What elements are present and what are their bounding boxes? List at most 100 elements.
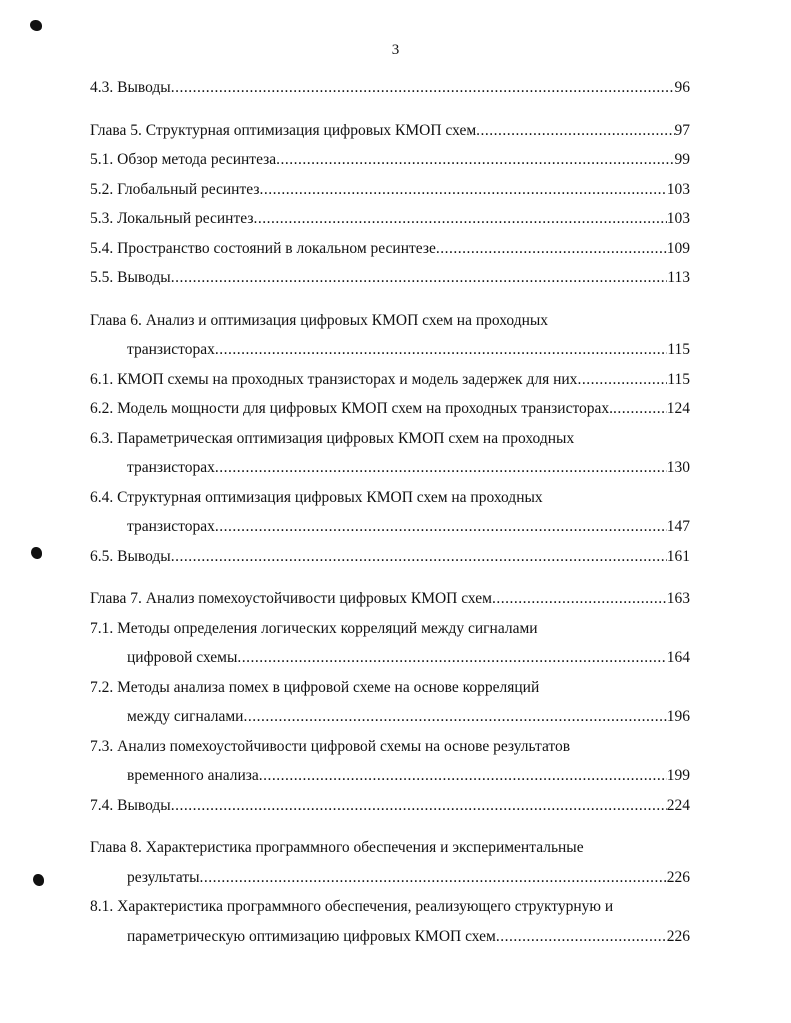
toc-entry-title: 7.1. Методы определения логических корре… [90,619,538,637]
dot-leader [171,73,675,103]
toc-section-entry: 6.5. Выводы 161 [90,542,690,572]
toc-page-number: 226 [666,868,690,886]
toc-line: 7.2. Методы анализа помех в цифровой схе… [90,673,690,703]
dot-leader [215,512,667,542]
dot-leader [171,542,667,572]
toc-entry-title: транзисторах [127,518,215,535]
toc-chapter-entry: Глава 7. Анализ помехоустойчивости цифро… [90,584,690,614]
toc-line: временного анализа 199 [90,761,690,791]
toc-line: 8.1. Характеристика программного обеспеч… [90,892,690,922]
toc-chapter-entry: Глава 8. Характеристика программного обе… [90,833,690,892]
toc-line: 6.5. Выводы 161 [90,542,690,572]
toc-section-entry: 6.2. Модель мощности для цифровых КМОП с… [90,394,690,424]
toc-section-entry: 7.2. Методы анализа помех в цифровой схе… [90,673,690,732]
toc-entry-title: 6.3. Параметрическая оптимизация цифровы… [90,429,575,447]
toc-line: Глава 5. Структурная оптимизация цифровы… [90,116,690,146]
toc-line: 4.3. Выводы 96 [90,73,690,103]
toc-entry-title: Глава 5. Структурная оптимизация цифровы… [90,121,477,139]
dot-leader [200,863,667,893]
toc-entry-title: транзисторах [127,459,215,476]
page-number: 3 [391,42,400,58]
scan-blot [33,874,44,886]
toc-entry-title: 6.1. КМОП схемы на проходных транзистора… [90,370,578,388]
dot-leader [243,702,666,732]
dot-leader [492,584,667,614]
toc-section-entry: 7.1. Методы определения логических корре… [90,614,690,673]
toc-line: 7.3. Анализ помехоустойчивости цифровой … [90,732,690,762]
toc-entry-title: 8.1. Характеристика программного обеспеч… [90,898,614,915]
dot-leader [237,643,666,673]
toc-entry-title: Глава 7. Анализ помехоустойчивости цифро… [90,590,492,607]
toc-page-number: 199 [666,767,690,784]
dot-leader [253,204,666,234]
toc-section-entry: 5.1. Обзор метода ресинтеза 99 [90,145,690,175]
toc-page-number: 226 [666,927,690,945]
dot-leader [171,263,668,293]
toc-page-number: 109 [666,239,690,257]
toc-page-number: 161 [666,547,690,565]
toc-line: транзисторах 115 [90,335,690,365]
toc-entry-title: между сигналами [127,708,244,725]
toc-line: 6.3. Параметрическая оптимизация цифровы… [90,424,690,454]
toc-line: между сигналами 196 [90,702,690,732]
toc-entry-title: 6.2. Модель мощности для цифровых КМОП с… [90,400,614,417]
toc-page-number: 103 [666,210,690,227]
toc-page-number: 113 [667,269,690,286]
toc-entry-title: цифровой схемы [127,649,238,666]
toc-entry-title: временного анализа [127,767,259,784]
toc-section-entry: 6.1. КМОП схемы на проходных транзистора… [90,365,690,395]
toc-entry-title: 7.4. Выводы [90,796,171,814]
dot-leader [436,234,667,264]
scan-blot [31,547,42,559]
toc-line: цифровой схемы 164 [90,643,690,673]
toc-entry-title: 5.3. Локальный ресинтез [90,210,254,227]
toc-section-entry: 6.4. Структурная оптимизация цифровых КМ… [90,483,690,542]
dot-leader [496,922,667,952]
toc-section-entry: 5.5. Выводы 113 [90,263,690,293]
toc-entry-title: 5.4. Пространство состояний в локальном … [90,239,436,257]
toc-page-number: 124 [666,400,690,417]
toc-entry-title: Глава 8. Характеристика программного обе… [90,839,584,856]
toc-section-entry: 6.3. Параметрическая оптимизация цифровы… [90,424,690,483]
toc-chapter-entry: Глава 5. Структурная оптимизация цифровы… [90,116,690,146]
toc-line: параметрическую оптимизацию цифровых КМО… [90,922,690,952]
toc-line: 7.1. Методы определения логических корре… [90,614,690,644]
toc-section-entry: 5.4. Пространство состояний в локальном … [90,234,690,264]
toc-page-number: 163 [666,590,690,607]
toc-entry-title: 5.1. Обзор метода ресинтеза [90,151,277,168]
toc-page-number: 224 [666,796,690,814]
toc-line: Глава 6. Анализ и оптимизация цифровых К… [90,306,690,336]
toc-entry-title: Глава 6. Анализ и оптимизация цифровых К… [90,311,549,329]
toc-page-number: 97 [674,121,691,139]
toc-entry-title: 5.2. Глобальный ресинтез [90,180,260,198]
toc-entry-title: 6.5. Выводы [90,547,171,565]
toc-line: транзисторах 147 [90,512,690,542]
toc-line: Глава 8. Характеристика программного обе… [90,833,690,863]
toc-section-entry: 7.4. Выводы 224 [90,791,690,821]
toc-line: 5.3. Локальный ресинтез 103 [90,204,690,234]
toc-page-number: 147 [666,518,690,535]
dot-leader [215,335,667,365]
dot-leader [613,394,667,424]
toc-entry-title: 7.3. Анализ помехоустойчивости цифровой … [90,737,571,755]
toc-line: 5.5. Выводы 113 [90,263,690,293]
toc-line: результаты 226 [90,863,690,893]
dot-leader [476,116,674,146]
dot-leader [171,791,667,821]
dot-leader [215,453,667,483]
toc-page-number: 96 [674,79,691,96]
toc-page-number: 99 [674,151,691,168]
toc-line: 6.4. Структурная оптимизация цифровых КМ… [90,483,690,513]
toc-page-number: 164 [666,649,690,666]
toc-entry-title: 5.5. Выводы [90,269,171,286]
toc-page-number: 103 [666,180,690,198]
dot-leader [259,175,666,205]
toc-line: 7.4. Выводы 224 [90,791,690,821]
table-of-contents: 4.3. Выводы 96 Глава 5. Структурная оптими… [90,73,690,951]
scan-blot [30,20,42,31]
toc-chapter-entry: Глава 6. Анализ и оптимизация цифровых К… [90,306,690,365]
toc-section-entry: 8.1. Характеристика программного обеспеч… [90,892,690,951]
toc-section-entry: 5.2. Глобальный ресинтез 103 [90,175,690,205]
toc-line: Глава 7. Анализ помехоустойчивости цифро… [90,584,690,614]
toc-line: транзисторах 130 [90,453,690,483]
